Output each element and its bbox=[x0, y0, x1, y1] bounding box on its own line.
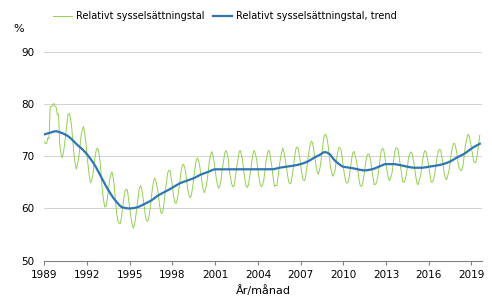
Legend: Relativt sysselsättningstal, Relativt sysselsättningstal, trend: Relativt sysselsättningstal, Relativt sy… bbox=[49, 8, 400, 25]
Relativt sysselsättningstal, trend bbox=[53, 129, 59, 133]
Relativt sysselsättningstal bbox=[335, 152, 340, 156]
Relativt sysselsättningstal, trend bbox=[105, 188, 111, 192]
Relativt sysselsättningstal bbox=[166, 168, 172, 172]
Line: Relativt sysselsättningstal, trend: Relativt sysselsättningstal, trend bbox=[44, 131, 480, 208]
Relativt sysselsättningstal bbox=[51, 102, 57, 105]
Relativt sysselsättningstal, trend bbox=[398, 163, 403, 167]
Relativt sysselsättningstal bbox=[130, 226, 136, 230]
X-axis label: År/månad: År/månad bbox=[236, 285, 291, 296]
Relativt sysselsättningstal bbox=[398, 163, 403, 167]
Text: %: % bbox=[14, 24, 24, 34]
Line: Relativt sysselsättningstal: Relativt sysselsättningstal bbox=[44, 103, 480, 228]
Relativt sysselsättningstal, trend bbox=[477, 142, 483, 146]
Relativt sysselsättningstal bbox=[477, 133, 483, 137]
Relativt sysselsättningstal, trend bbox=[66, 135, 72, 139]
Relativt sysselsättningstal, trend bbox=[41, 133, 47, 136]
Relativt sysselsättningstal bbox=[75, 163, 81, 166]
Relativt sysselsättningstal bbox=[41, 140, 47, 144]
Relativt sysselsättningstal, trend bbox=[335, 161, 340, 165]
Relativt sysselsättningstal, trend bbox=[166, 188, 172, 191]
Relativt sysselsättningstal, trend bbox=[127, 207, 133, 210]
Relativt sysselsättningstal bbox=[66, 112, 72, 115]
Relativt sysselsättningstal, trend bbox=[75, 143, 81, 147]
Relativt sysselsättningstal bbox=[105, 188, 111, 192]
